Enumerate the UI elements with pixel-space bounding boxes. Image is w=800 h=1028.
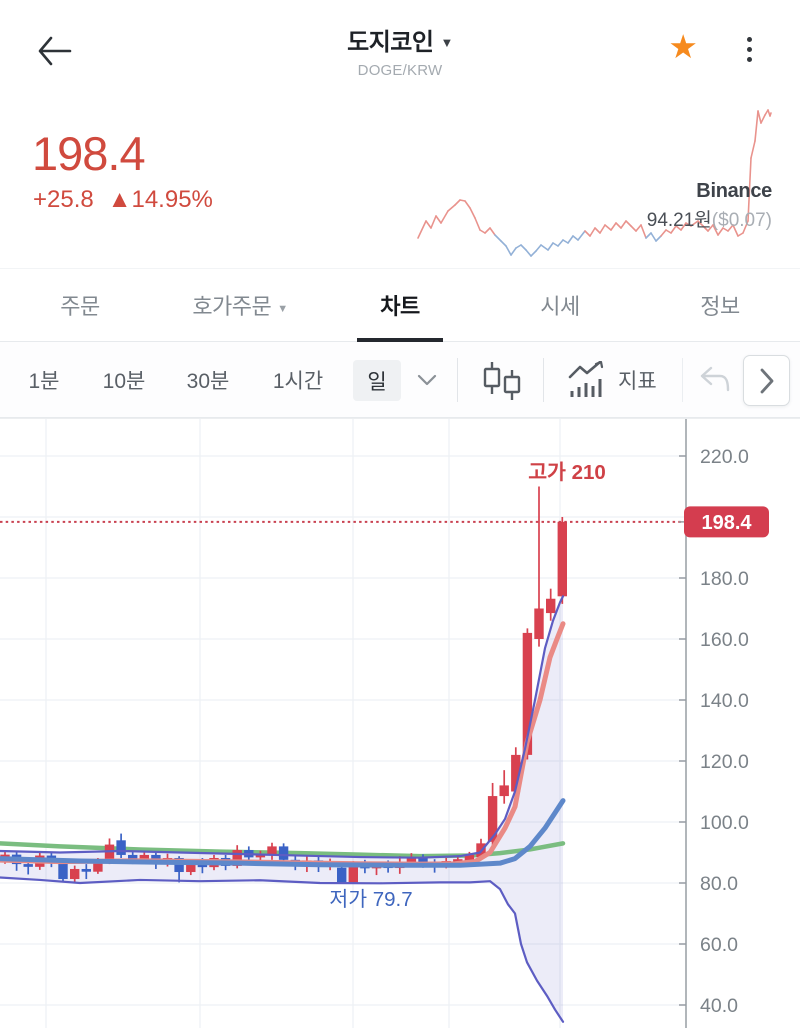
indicator-button[interactable]: 지표 — [568, 358, 668, 402]
exchange-reference: Binance 94.21원($0.07) — [646, 180, 773, 232]
back-arrow-icon — [38, 36, 72, 65]
timeframe-30min-button[interactable]: 30분 — [184, 342, 232, 418]
header: 도지코인 ▼ DOGE/KRW ★ — [0, 0, 800, 100]
timeframe-10min-button[interactable]: 10분 — [100, 342, 148, 418]
svg-text:120.0: 120.0 — [700, 751, 749, 773]
exchange-price-krw: 94.21원 — [646, 210, 712, 231]
kebab-menu-button[interactable] — [743, 33, 756, 66]
tab-orderbook[interactable]: 호가주문 ▼ — [160, 269, 320, 341]
price-change: +25.8 ▲14.95% — [33, 186, 213, 214]
undo-arrow-icon — [700, 366, 730, 392]
chart-style-button[interactable] — [478, 360, 526, 402]
timeframe-1min-button[interactable]: 1분 — [26, 342, 62, 418]
candlestick-icon — [483, 362, 521, 400]
timeframe-dropdown-button[interactable] — [413, 368, 441, 394]
page-title: 도지코인 — [347, 29, 434, 56]
indicator-label: 지표 — [618, 370, 657, 393]
main-tab-bar: 주문 호가주문 ▼ 차트 시세 정보 — [0, 268, 800, 342]
svg-text:80.0: 80.0 — [700, 873, 738, 895]
exchange-name: Binance — [696, 180, 772, 202]
chart-forward-button[interactable] — [743, 355, 790, 406]
price-change-pct: ▲14.95% — [107, 186, 213, 213]
indicator-chart-icon — [568, 361, 604, 397]
svg-text:140.0: 140.0 — [700, 690, 749, 712]
tab-market[interactable]: 시세 — [480, 269, 640, 341]
exchange-price-usd: ($0.07) — [711, 210, 772, 231]
current-price: 198.4 — [32, 127, 146, 180]
active-tab-underline — [357, 338, 443, 342]
timeframe-1hour-button[interactable]: 1시간 — [268, 342, 328, 418]
svg-text:100.0: 100.0 — [700, 812, 749, 834]
svg-text:198.4: 198.4 — [701, 512, 752, 534]
price-section: 198.4 +25.8 ▲14.95% Binance 94.21원($0.07) — [0, 100, 800, 268]
tab-chart[interactable]: 차트 — [320, 269, 480, 341]
star-icon: ★ — [668, 28, 698, 65]
candlestick-chart[interactable]: 고가 210 저가 79.7 220.0 180.0 160.0 140.0 120.0 10… — [0, 418, 800, 1028]
toolbar-divider — [457, 358, 458, 402]
svg-text:저가 79.7: 저가 79.7 — [329, 888, 412, 911]
coin-title-block[interactable]: 도지코인 ▼ DOGE/KRW — [0, 22, 800, 79]
kebab-dot-icon — [747, 37, 752, 42]
tab-order[interactable]: 주문 — [0, 269, 160, 341]
chevron-right-icon — [760, 368, 773, 393]
price-change-abs: +25.8 — [33, 186, 94, 213]
chart-toolbar: 1분 10분 30분 1시간 일 — [0, 342, 800, 418]
tab-info[interactable]: 정보 — [640, 269, 800, 341]
toolbar-divider — [543, 358, 544, 402]
kebab-dot-icon — [747, 57, 752, 62]
svg-text:220.0: 220.0 — [700, 446, 749, 468]
svg-text:40.0: 40.0 — [700, 995, 738, 1017]
pair-label: DOGE/KRW — [357, 62, 443, 79]
svg-text:160.0: 160.0 — [700, 629, 749, 651]
back-button[interactable] — [30, 30, 78, 74]
timeframe-day-button-selected[interactable]: 일 — [353, 360, 401, 401]
favorite-star-button[interactable]: ★ — [668, 30, 698, 63]
svg-text:180.0: 180.0 — [700, 568, 749, 590]
toolbar-divider — [682, 358, 683, 402]
mini-sparkline-chart — [413, 103, 775, 265]
title-dropdown-icon: ▼ — [440, 35, 453, 50]
kebab-dot-icon — [747, 47, 752, 52]
chevron-down-icon — [417, 374, 437, 385]
svg-text:고가 210: 고가 210 — [528, 461, 606, 484]
svg-text:60.0: 60.0 — [700, 934, 738, 956]
chart-back-button-disabled[interactable] — [696, 364, 732, 396]
chevron-down-icon: ▼ — [277, 303, 288, 315]
